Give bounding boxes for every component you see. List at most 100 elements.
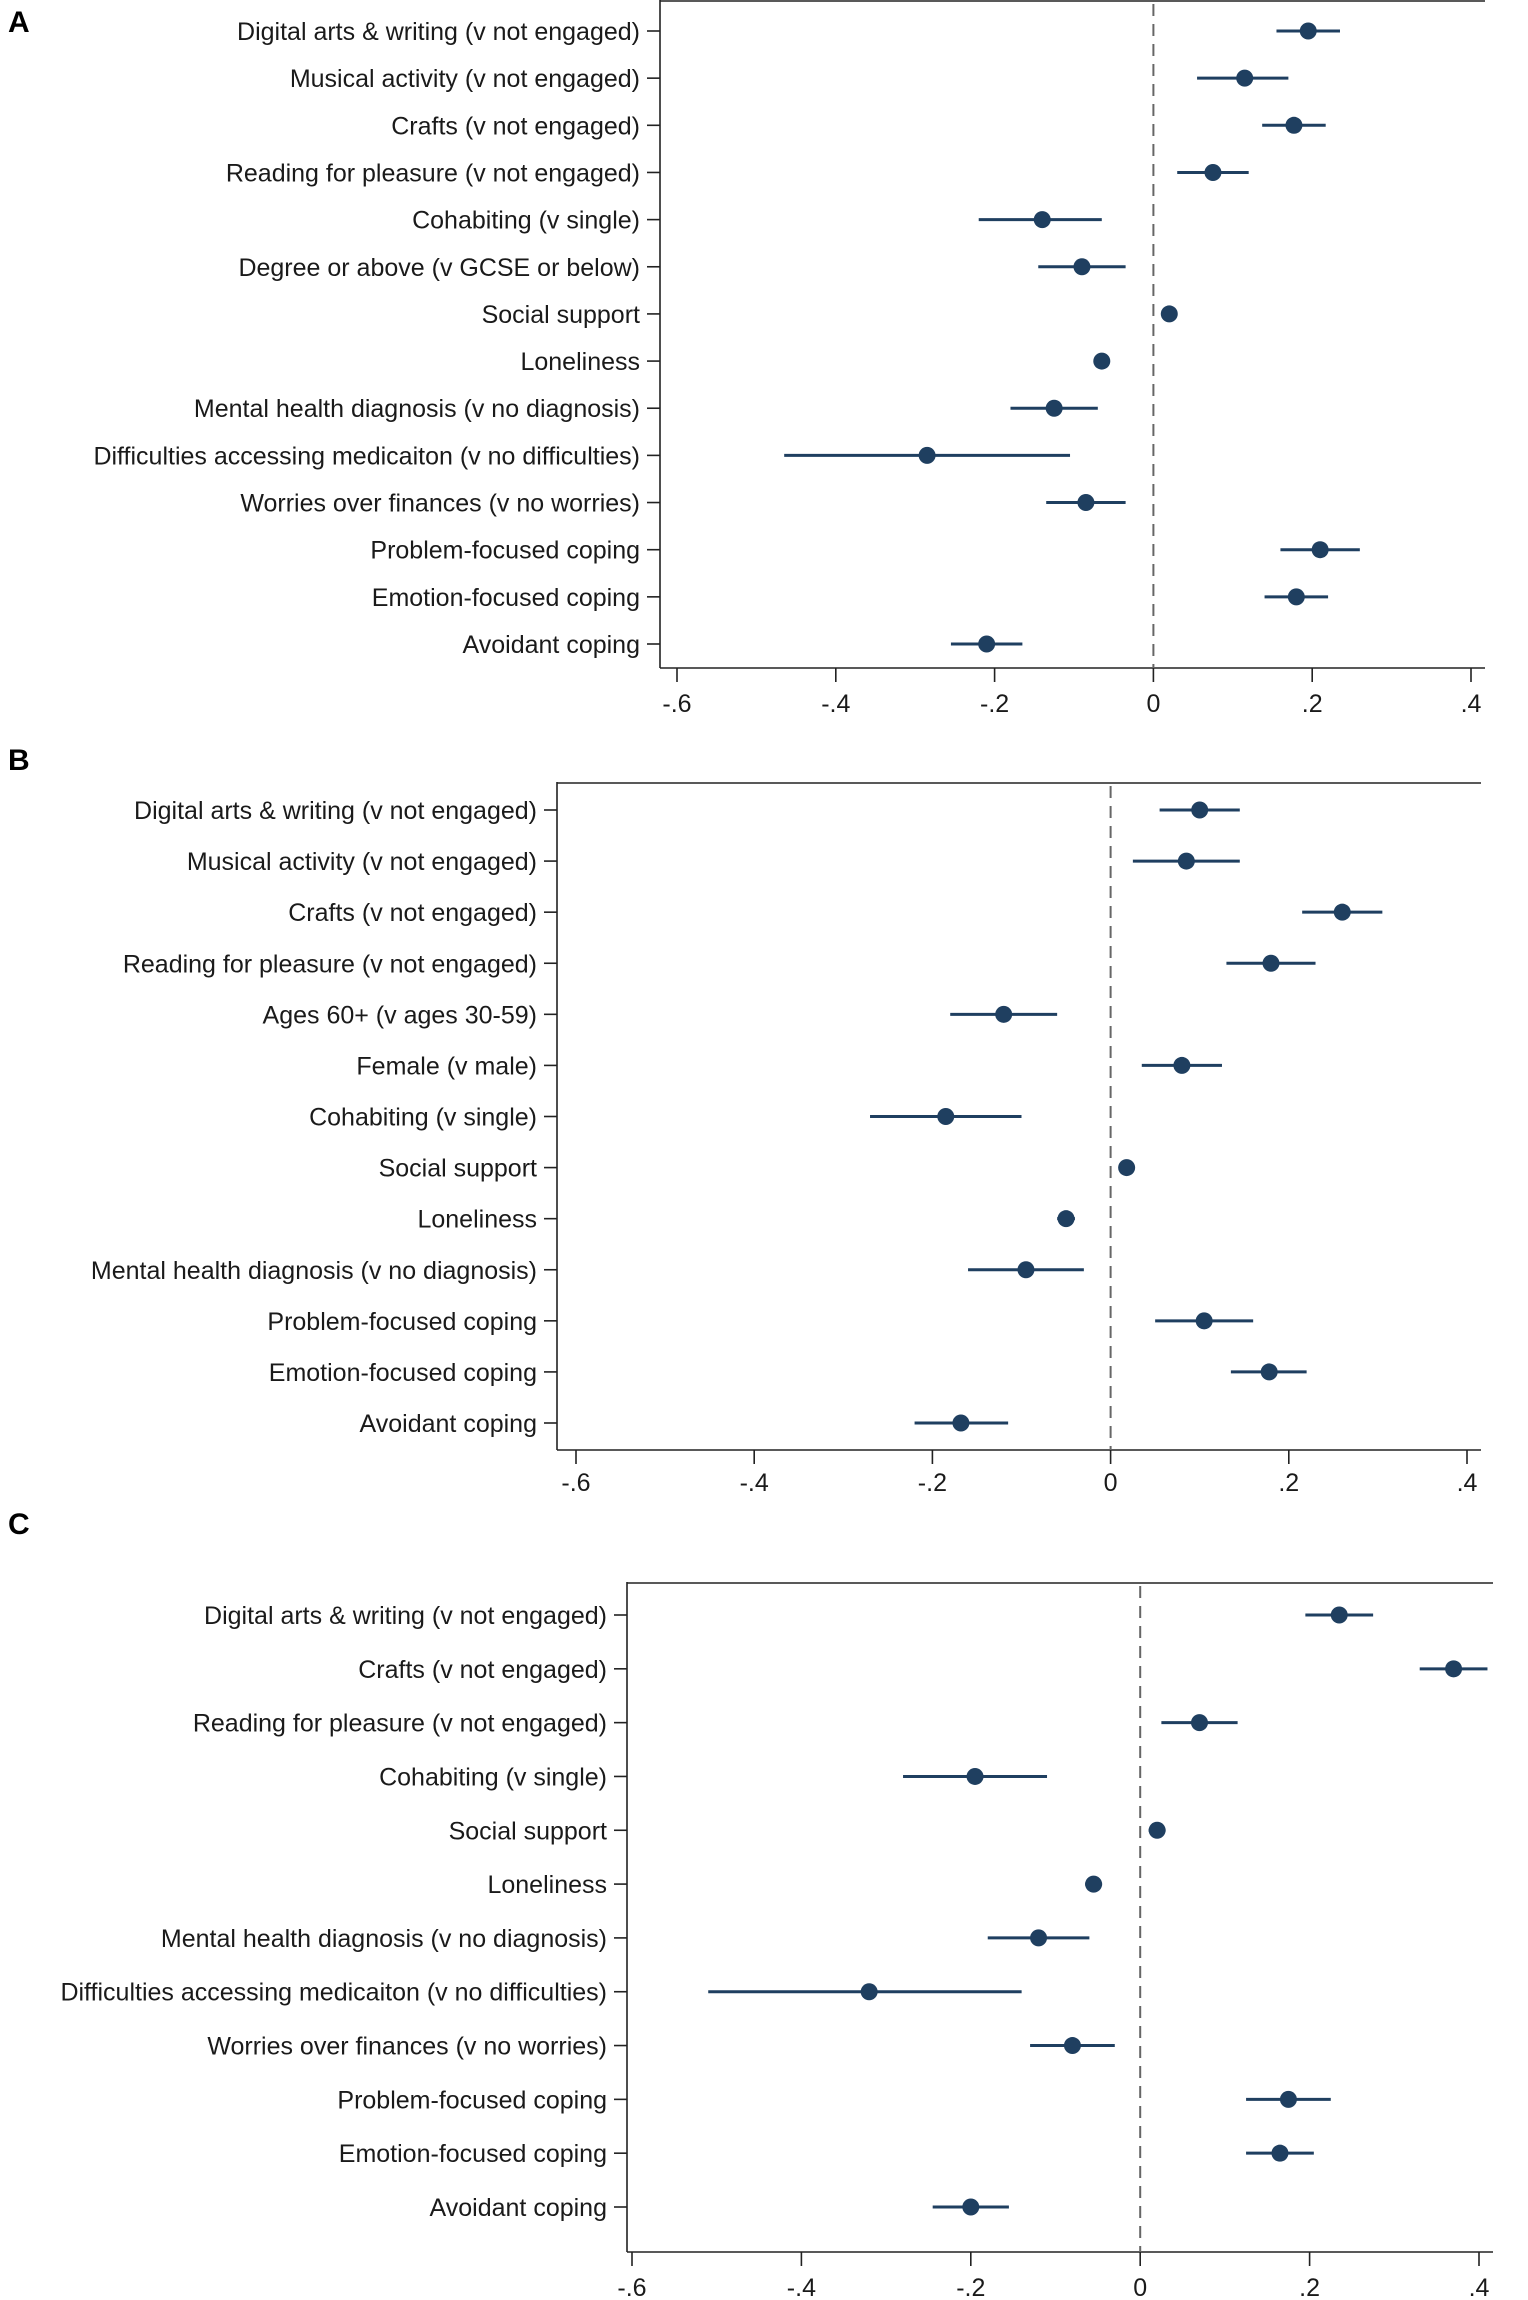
x-tick-label: -.6 [662, 690, 691, 718]
estimate-point [995, 1005, 1013, 1023]
category-label: Digital arts & writing (v not engaged) [204, 1602, 607, 1630]
estimate-point [978, 635, 996, 653]
estimate-point [1330, 1606, 1348, 1624]
category-label: Reading for pleasure (v not engaged) [123, 950, 537, 978]
estimate-point [860, 1983, 878, 2001]
estimate-point [1285, 116, 1303, 134]
x-tick-label: 0 [1146, 690, 1160, 718]
x-tick-label: .4 [1457, 1469, 1478, 1497]
category-label: Difficulties accessing medicaiton (v no … [60, 1979, 607, 2007]
estimate-point [918, 446, 936, 464]
category-label: Reading for pleasure (v not engaged) [193, 1710, 607, 1738]
category-label: Avoidant coping [360, 1410, 537, 1438]
estimate-point [1271, 2144, 1289, 2162]
x-tick-label: 0 [1133, 2274, 1147, 2300]
estimate-point [1190, 1714, 1208, 1732]
estimate-point [1118, 1159, 1136, 1177]
category-label: Social support [482, 301, 640, 329]
estimate-point [1148, 1821, 1166, 1839]
category-label: Ages 60+ (v ages 30-59) [263, 1001, 537, 1029]
estimate-point [1287, 588, 1305, 606]
category-label: Cohabiting (v single) [309, 1104, 537, 1132]
panel-letter-b: B [8, 744, 30, 777]
category-label: Emotion-focused coping [372, 584, 640, 612]
category-label: Problem-focused coping [267, 1308, 537, 1336]
estimate-point [1045, 399, 1063, 417]
category-label: Emotion-focused coping [269, 1359, 537, 1387]
category-label: Cohabiting (v single) [412, 207, 640, 235]
x-tick-label: -.4 [740, 1469, 769, 1497]
x-tick-label: .4 [1461, 690, 1482, 718]
category-label: Cohabiting (v single) [379, 1763, 607, 1791]
estimate-point [1333, 903, 1351, 921]
estimate-point [952, 1414, 970, 1432]
estimate-point [1160, 305, 1178, 323]
panel-a: A -.6 -.4 -.2 0 .2 .4 Digital arts & writing (v… [8, 0, 1485, 718]
x-tick-label: -.4 [787, 2274, 816, 2300]
estimate-point [1311, 541, 1329, 559]
panel-letter-a: A [8, 6, 30, 39]
category-label: Mental health diagnosis (v no diagnosis) [194, 395, 640, 423]
estimate-point [1063, 2037, 1081, 2055]
category-label: Loneliness [520, 348, 640, 376]
estimate-point [1236, 69, 1254, 87]
category-label: Emotion-focused coping [339, 2140, 607, 2168]
category-label: Crafts (v not engaged) [358, 1656, 607, 1684]
category-label: Mental health diagnosis (v no diagnosis) [91, 1257, 537, 1285]
estimate-point [1204, 163, 1222, 181]
category-label: Problem-focused coping [337, 2086, 607, 2114]
category-label: Loneliness [487, 1871, 607, 1899]
x-tick-label: .2 [1299, 2274, 1320, 2300]
x-tick-label: -.4 [821, 690, 850, 718]
category-label: Digital arts & writing (v not engaged) [237, 18, 640, 46]
x-tick-label: .2 [1302, 690, 1323, 718]
estimate-point [1073, 258, 1091, 276]
x-tick-label: -.2 [956, 2274, 985, 2300]
category-label: Musical activity (v not engaged) [187, 848, 537, 876]
category-label: Mental health diagnosis (v no diagnosis) [161, 1925, 607, 1953]
estimate-point [1279, 2090, 1297, 2108]
estimate-point [1093, 352, 1111, 370]
estimate-point [1262, 954, 1280, 972]
category-label: Crafts (v not engaged) [391, 112, 640, 140]
category-label: Female (v male) [356, 1052, 537, 1080]
panel-letter-c: C [8, 1508, 30, 1541]
category-label: Avoidant coping [430, 2194, 607, 2222]
estimate-point [962, 2198, 980, 2216]
estimate-point [1195, 1312, 1213, 1330]
x-tick-label: -.6 [617, 2274, 646, 2300]
x-tick-label: -.2 [918, 1469, 947, 1497]
category-label: Crafts (v not engaged) [288, 899, 537, 927]
x-tick-label: -.2 [980, 690, 1009, 718]
x-tick-label: -.6 [561, 1469, 590, 1497]
category-label: Avoidant coping [463, 631, 640, 659]
estimate-point [1085, 1875, 1103, 1893]
estimate-point [1017, 1261, 1035, 1279]
category-label: Worries over finances (v no worries) [240, 490, 640, 518]
estimate-point [1033, 211, 1051, 229]
category-label: Degree or above (v GCSE or below) [238, 254, 640, 282]
estimate-point [1177, 852, 1195, 870]
estimate-point [1173, 1056, 1191, 1074]
x-tick-label: .2 [1278, 1469, 1299, 1497]
estimate-point [1057, 1210, 1075, 1228]
x-tick-label: 0 [1104, 1469, 1118, 1497]
estimate-point [937, 1108, 955, 1125]
category-label: Difficulties accessing medicaiton (v no … [93, 442, 640, 470]
panel-c: C -.6 -.4 -.2 0 .2 .4 Digital arts & writing (v… [8, 1508, 1493, 2300]
category-label: Digital arts & writing (v not engaged) [134, 797, 537, 825]
estimate-point [1077, 494, 1095, 512]
category-label: Musical activity (v not engaged) [290, 65, 640, 93]
category-label: Reading for pleasure (v not engaged) [226, 159, 640, 187]
estimate-point [1299, 22, 1317, 40]
x-tick-label: .4 [1469, 2274, 1490, 2300]
estimate-point [1260, 1363, 1278, 1381]
category-label: Problem-focused coping [370, 537, 640, 565]
estimate-point [1030, 1929, 1048, 1947]
estimate-point [1445, 1660, 1463, 1678]
estimate-point [1191, 801, 1209, 819]
estimate-point [966, 1767, 984, 1785]
category-label: Loneliness [417, 1206, 537, 1234]
category-label: Social support [449, 1817, 607, 1845]
